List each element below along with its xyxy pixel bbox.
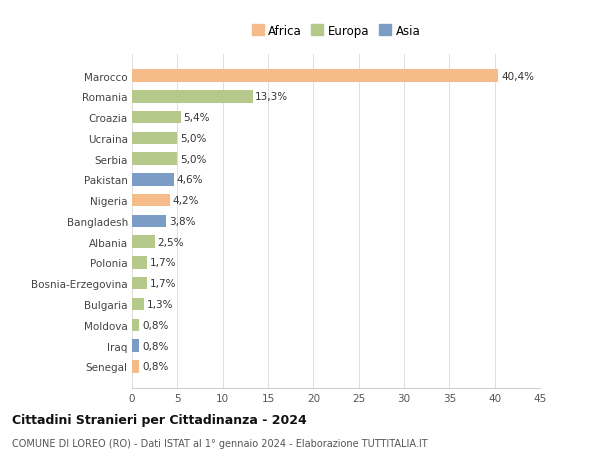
Legend: Africa, Europa, Asia: Africa, Europa, Asia — [248, 21, 424, 41]
Bar — [132, 277, 148, 290]
Text: 0,8%: 0,8% — [142, 320, 169, 330]
Bar — [132, 70, 498, 83]
Text: 1,7%: 1,7% — [150, 258, 176, 268]
Text: 2,5%: 2,5% — [157, 237, 184, 247]
Text: 5,4%: 5,4% — [184, 113, 210, 123]
Text: 4,6%: 4,6% — [176, 175, 203, 185]
Text: Cittadini Stranieri per Cittadinanza - 2024: Cittadini Stranieri per Cittadinanza - 2… — [12, 413, 307, 426]
Bar — [132, 91, 253, 103]
Bar — [132, 340, 139, 352]
Text: 0,8%: 0,8% — [142, 362, 169, 371]
Bar — [132, 257, 148, 269]
Bar — [132, 195, 170, 207]
Text: 5,0%: 5,0% — [180, 154, 206, 164]
Text: COMUNE DI LOREO (RO) - Dati ISTAT al 1° gennaio 2024 - Elaborazione TUTTITALIA.I: COMUNE DI LOREO (RO) - Dati ISTAT al 1° … — [12, 438, 428, 448]
Bar — [132, 153, 178, 166]
Text: 5,0%: 5,0% — [180, 134, 206, 144]
Bar — [132, 298, 144, 311]
Bar — [132, 174, 174, 186]
Text: 4,2%: 4,2% — [173, 196, 199, 206]
Text: 1,3%: 1,3% — [146, 299, 173, 309]
Text: 1,7%: 1,7% — [150, 279, 176, 289]
Text: 3,8%: 3,8% — [169, 217, 196, 226]
Text: 40,4%: 40,4% — [501, 72, 534, 81]
Bar — [132, 360, 139, 373]
Bar — [132, 319, 139, 331]
Bar — [132, 112, 181, 124]
Text: 13,3%: 13,3% — [256, 92, 289, 102]
Bar — [132, 132, 178, 145]
Bar — [132, 236, 155, 248]
Bar — [132, 215, 166, 228]
Text: 0,8%: 0,8% — [142, 341, 169, 351]
